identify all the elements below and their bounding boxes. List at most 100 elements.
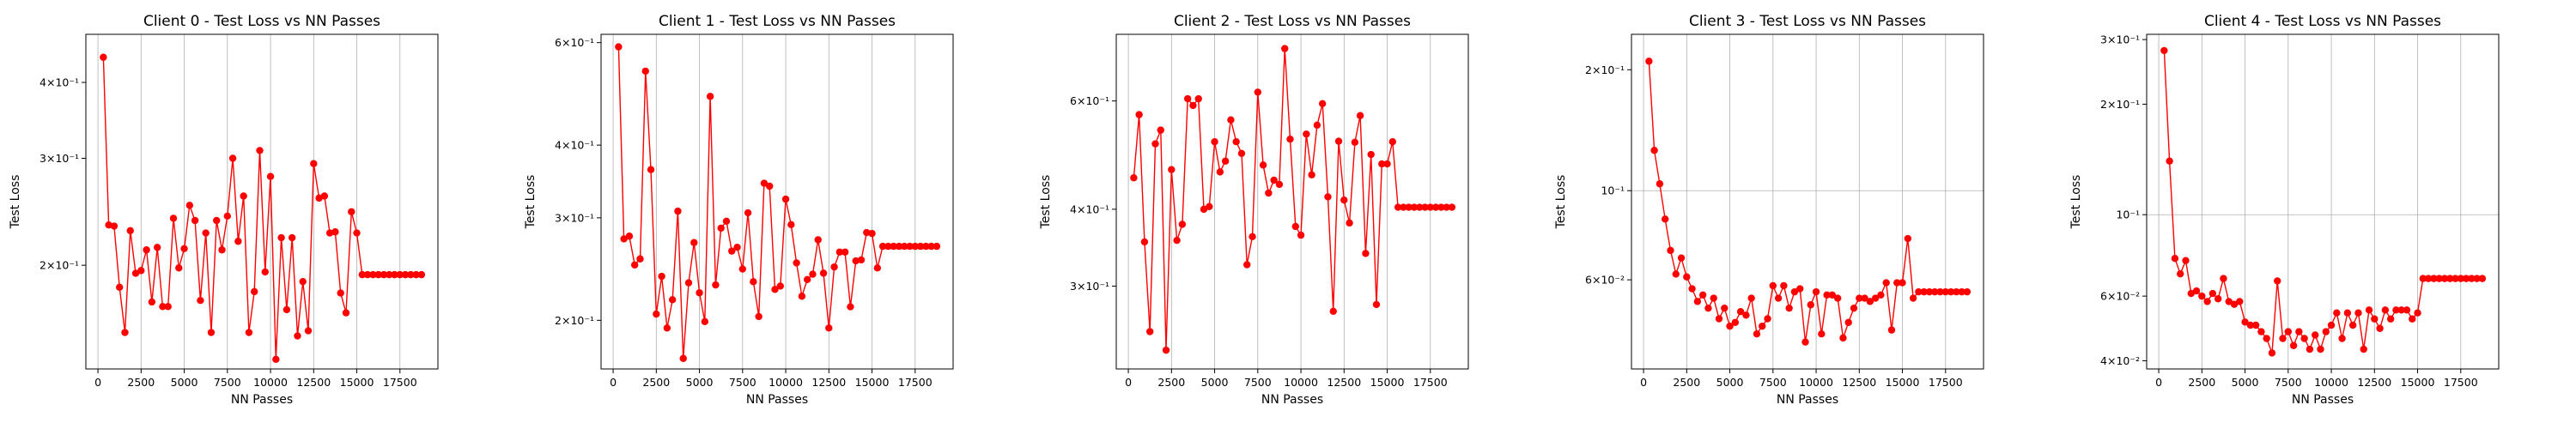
data-point xyxy=(1378,160,1386,168)
data-point xyxy=(1356,112,1364,119)
x-tick-label: 7500 xyxy=(729,376,756,389)
data-point xyxy=(1764,315,1771,323)
data-point xyxy=(369,270,377,279)
data-point xyxy=(277,233,285,242)
data-point xyxy=(1340,196,1348,204)
data-point xyxy=(1861,294,1868,302)
data-point xyxy=(1661,215,1669,223)
data-point xyxy=(696,289,703,297)
data-point xyxy=(223,212,232,221)
x-tick-label: 7500 xyxy=(214,376,241,389)
data-point xyxy=(906,242,914,251)
subplot-2: 0 2500 5000 7500 10000 12500 15000 17500 3×10⁻¹ 4… xyxy=(1039,13,1469,407)
data-point xyxy=(793,259,800,267)
data-point xyxy=(2322,328,2330,335)
data-point xyxy=(1443,203,1450,211)
data-point xyxy=(2251,321,2260,329)
data-point xyxy=(679,354,687,362)
data-point xyxy=(288,233,296,242)
data-point xyxy=(830,263,838,271)
data-point xyxy=(143,246,150,254)
x-tick-label: 17500 xyxy=(898,376,933,389)
y-tick-label: 3×10⁻¹ xyxy=(555,211,594,224)
data-point xyxy=(363,270,372,279)
data-point xyxy=(803,275,811,284)
x-axis-label: NN Passes xyxy=(1777,393,1838,407)
x-tick-label: 12500 xyxy=(811,376,846,389)
data-point xyxy=(2241,318,2249,326)
data-point xyxy=(701,317,709,326)
data-point xyxy=(1346,219,1353,227)
data-point xyxy=(1833,294,1842,302)
data-point xyxy=(1168,166,1176,173)
data-point xyxy=(1227,116,1235,124)
data-point xyxy=(901,242,908,251)
y-tick-label: 6×10⁻¹ xyxy=(1070,94,1109,107)
data-point xyxy=(1780,281,1788,290)
data-point xyxy=(1351,138,1359,147)
data-point xyxy=(197,297,204,305)
x-tick-label: 10000 xyxy=(2314,376,2348,389)
data-point xyxy=(386,270,393,279)
data-point xyxy=(2160,46,2168,55)
data-point xyxy=(417,270,426,279)
series-line xyxy=(2163,50,2482,353)
x-tick-label: 2500 xyxy=(1157,376,1185,389)
data-point xyxy=(164,303,172,311)
data-point xyxy=(760,179,769,187)
data-point xyxy=(1759,322,1766,330)
data-point xyxy=(1216,168,1224,176)
data-point xyxy=(2430,275,2438,282)
data-point xyxy=(1704,304,1712,312)
y-tick-label: 2×10⁻¹ xyxy=(2100,98,2140,111)
data-point xyxy=(207,329,216,336)
x-tick-label: 0 xyxy=(610,376,617,389)
data-point xyxy=(2220,275,2227,282)
data-point xyxy=(2192,287,2201,295)
data-point xyxy=(825,324,833,332)
data-point xyxy=(1173,236,1181,245)
y-tick-label: 4×10⁻¹ xyxy=(1070,202,1109,215)
x-axis-label: NN Passes xyxy=(2292,393,2354,407)
data-point xyxy=(2176,269,2184,278)
data-point xyxy=(1291,222,1299,231)
data-point xyxy=(2166,157,2173,165)
data-point xyxy=(712,281,720,289)
data-point xyxy=(380,270,388,279)
data-point xyxy=(895,242,903,251)
data-point xyxy=(1431,203,1440,211)
data-point xyxy=(2435,275,2443,282)
data-point xyxy=(2419,275,2427,282)
data-point xyxy=(121,329,129,336)
data-point xyxy=(266,172,275,180)
data-point xyxy=(1818,329,1826,338)
data-point xyxy=(863,228,871,237)
data-point xyxy=(1281,45,1289,52)
data-point xyxy=(1887,326,1896,334)
series-line xyxy=(1133,48,1452,351)
data-point xyxy=(1656,180,1664,188)
data-point xyxy=(927,242,935,251)
data-point xyxy=(240,192,247,200)
data-point xyxy=(2284,328,2293,335)
data-point xyxy=(1915,287,1923,296)
data-point xyxy=(798,293,806,300)
subplot-0: 0 2500 5000 7500 10000 12500 15000 17500 2×10⁻¹ 3… xyxy=(9,13,439,407)
y-tick-label: 4×10⁻¹ xyxy=(555,139,594,152)
data-point xyxy=(933,242,941,251)
data-point xyxy=(814,236,822,244)
data-point xyxy=(857,256,866,264)
data-point xyxy=(1313,121,1321,130)
y-axis-label: Test Loss xyxy=(9,175,22,230)
data-point xyxy=(407,270,415,279)
data-point xyxy=(1807,301,1814,309)
data-point xyxy=(1963,287,1971,296)
data-point xyxy=(2257,328,2265,335)
data-point xyxy=(261,268,269,276)
x-axis-label: NN Passes xyxy=(1261,393,1323,407)
subplot-1: 0 2500 5000 7500 10000 12500 15000 17500 2×10⁻¹ 3… xyxy=(524,13,954,407)
subplot-3: 0 2500 5000 7500 10000 12500 15000 17500 6×10⁻² 1… xyxy=(1554,13,1984,407)
data-point xyxy=(256,147,264,154)
axes-frame xyxy=(600,33,954,370)
